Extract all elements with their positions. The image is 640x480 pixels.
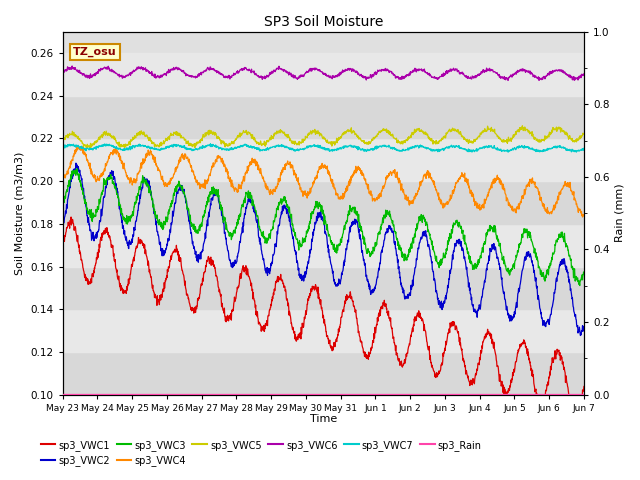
X-axis label: Time: Time [310,414,337,424]
Bar [63,53,584,96]
Bar [63,224,584,266]
Bar [63,138,584,181]
Bar [63,352,584,395]
Bar [63,266,584,309]
Bar [63,309,584,352]
Legend: sp3_VWC1, sp3_VWC2, sp3_VWC3, sp3_VWC4, sp3_VWC5, sp3_VWC6, sp3_VWC7, sp3_Rain: sp3_VWC1, sp3_VWC2, sp3_VWC3, sp3_VWC4, … [37,436,486,470]
Text: TZ_osu: TZ_osu [73,47,116,58]
Title: SP3 Soil Moisture: SP3 Soil Moisture [264,15,383,29]
Bar [63,181,584,224]
Y-axis label: Soil Moisture (m3/m3): Soil Moisture (m3/m3) [15,152,25,275]
Y-axis label: Rain (mm): Rain (mm) [615,184,625,242]
Bar [63,96,584,138]
